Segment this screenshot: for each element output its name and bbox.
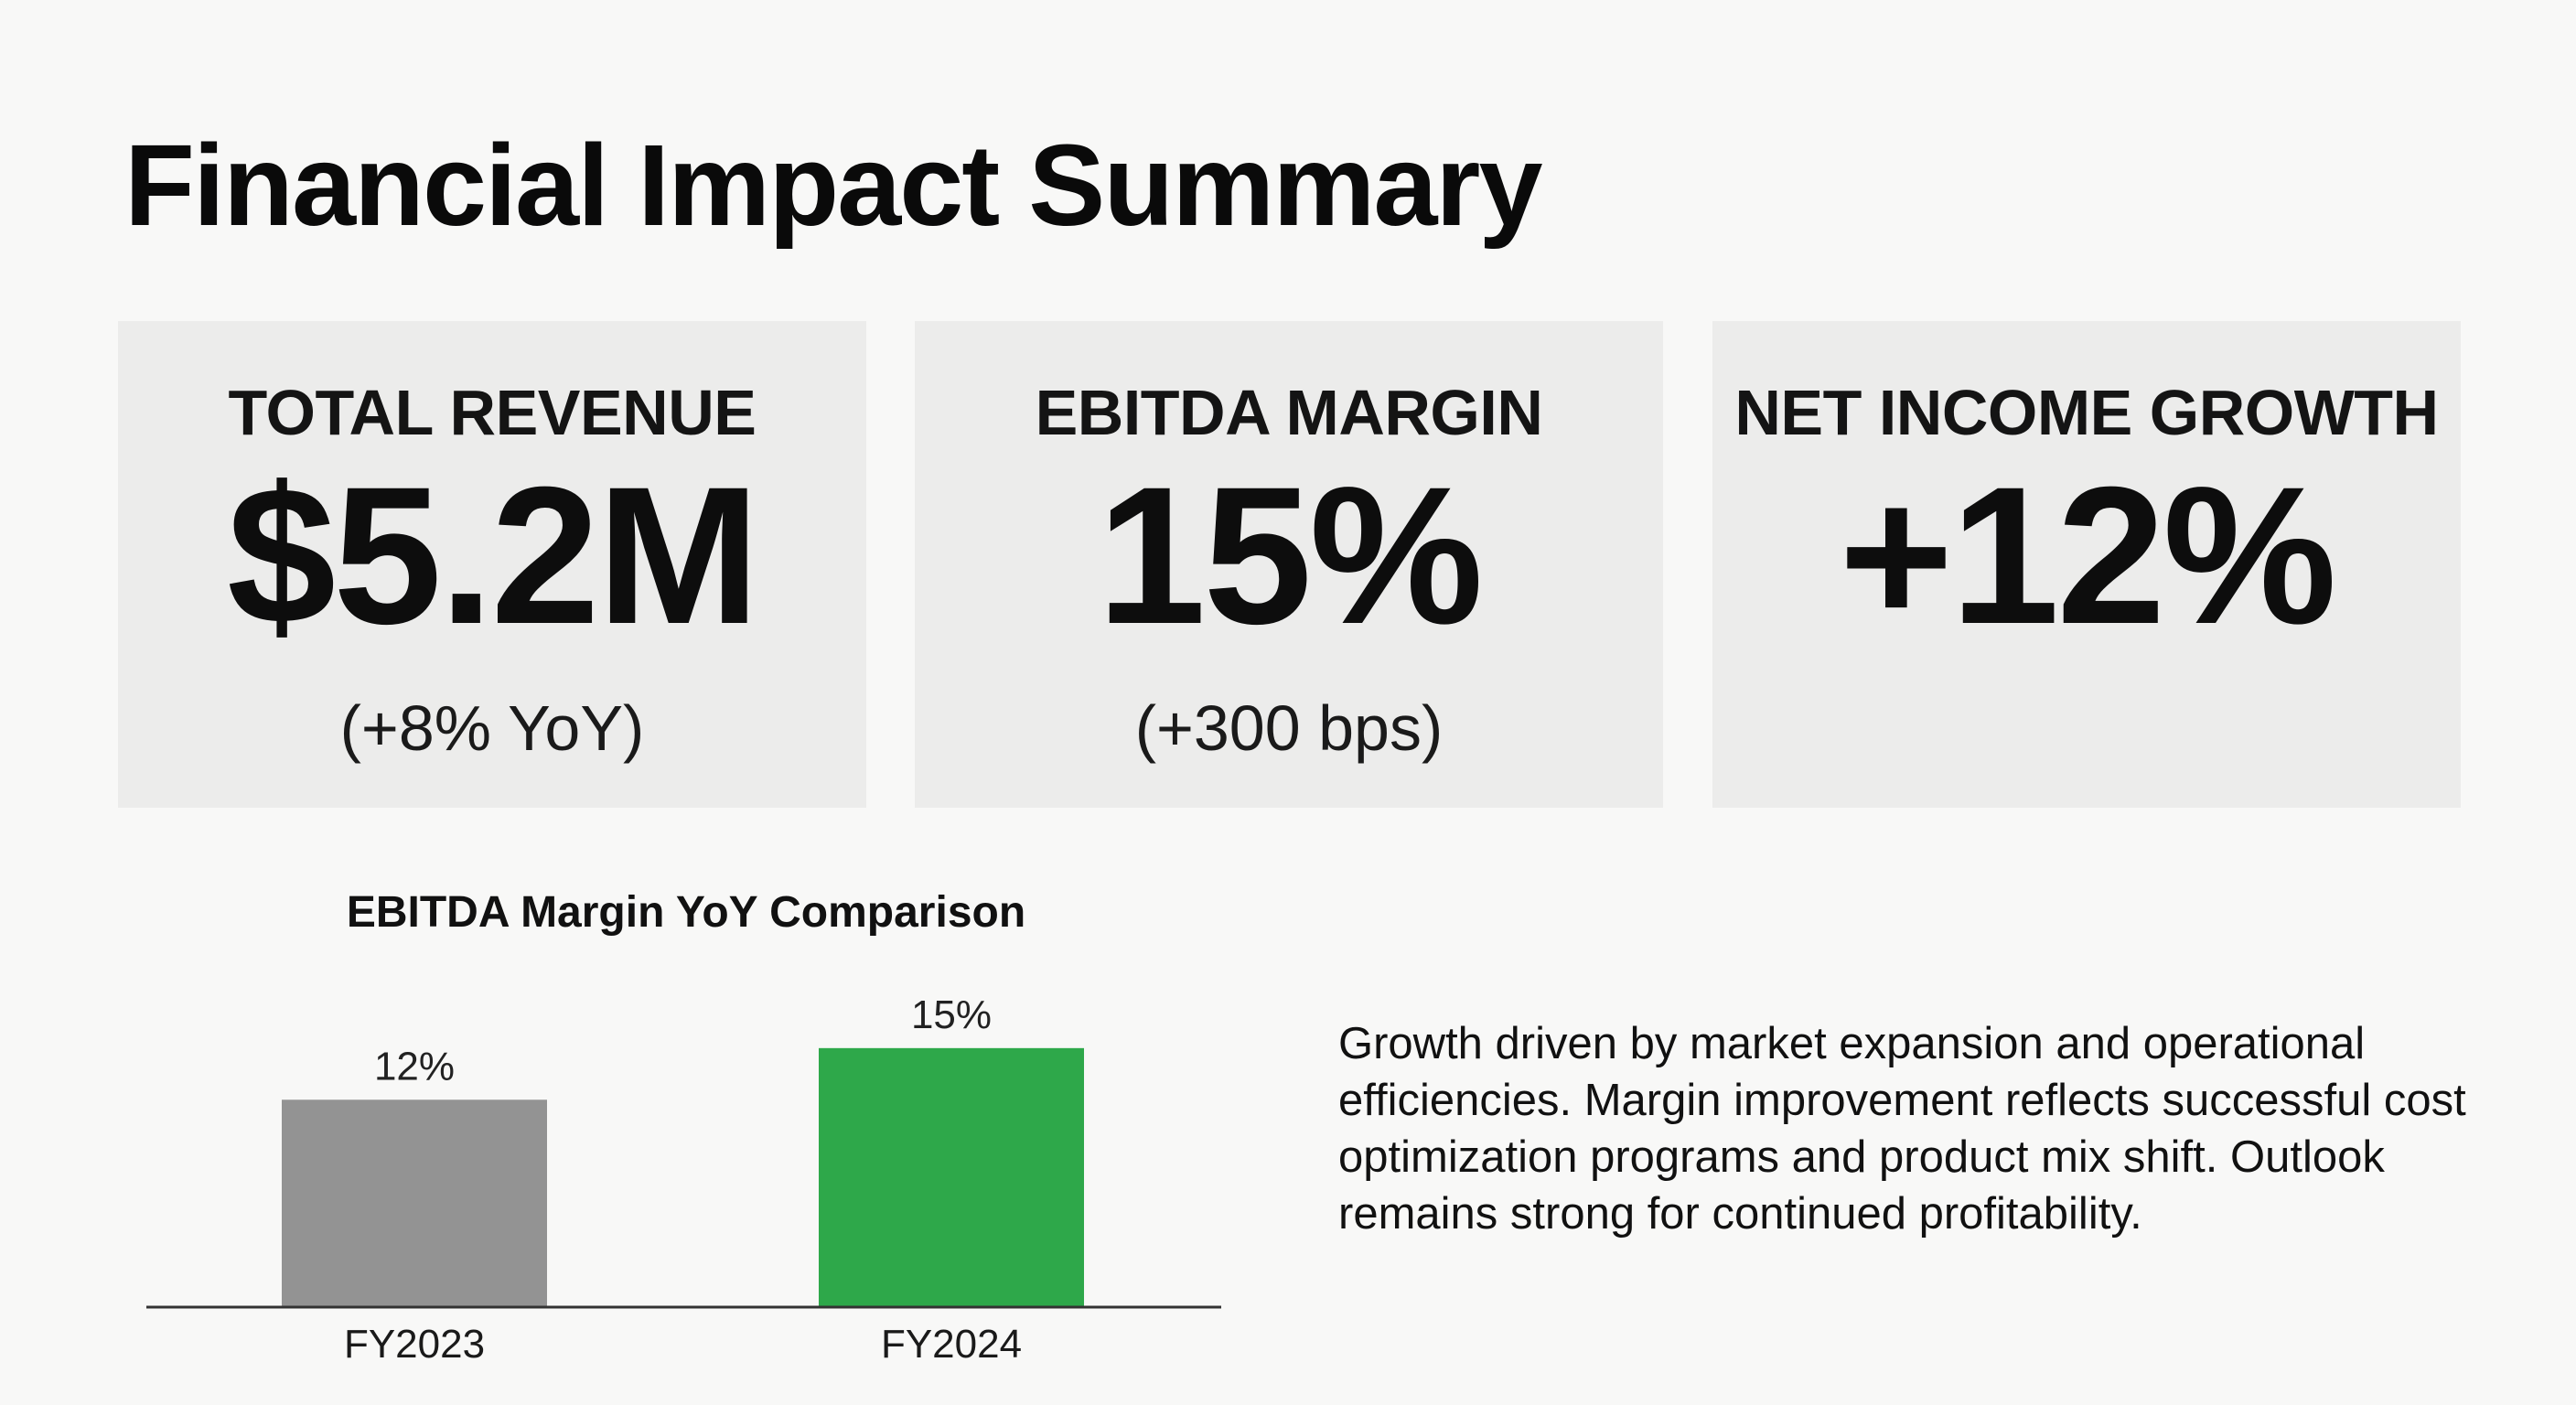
x-tick-label-fy2024: FY2024: [881, 1322, 1022, 1367]
kpi-label: NET INCOME GROWTH: [1734, 377, 2439, 448]
bar-fy2023: [282, 1099, 547, 1306]
data-label-fy2023: 12%: [374, 1044, 455, 1089]
kpi-card-total-revenue: TOTAL REVENUE $5.2M (+8% YoY): [118, 321, 866, 808]
kpi-change: (+300 bps): [1134, 692, 1444, 764]
page-title: Financial Impact Summary: [124, 121, 1543, 250]
kpi-value: $5.2M: [227, 446, 760, 665]
kpi-label: EBITDA MARGIN: [1035, 377, 1543, 448]
commentary-text: Growth driven by market expansion and op…: [1338, 1019, 2466, 1239]
kpi-card-net-income-growth: NET INCOME GROWTH +12%: [1712, 321, 2461, 808]
kpi-value: +12%: [1839, 446, 2336, 665]
kpi-label: TOTAL REVENUE: [228, 377, 757, 448]
bar-fy2024: [819, 1047, 1084, 1306]
kpi-card-ebitda-margin: EBITDA MARGIN 15% (+300 bps): [915, 321, 1663, 808]
kpi-change: (+8% YoY): [339, 692, 645, 764]
chart-title: EBITDA Margin YoY Comparison: [346, 888, 1026, 937]
kpi-value: 15%: [1097, 446, 1483, 665]
ebitda-margin-bar-chart: 12% FY2023 15% FY2024: [146, 992, 1221, 1367]
data-label-fy2024: 15%: [911, 992, 992, 1037]
x-tick-label-fy2023: FY2023: [344, 1322, 485, 1367]
